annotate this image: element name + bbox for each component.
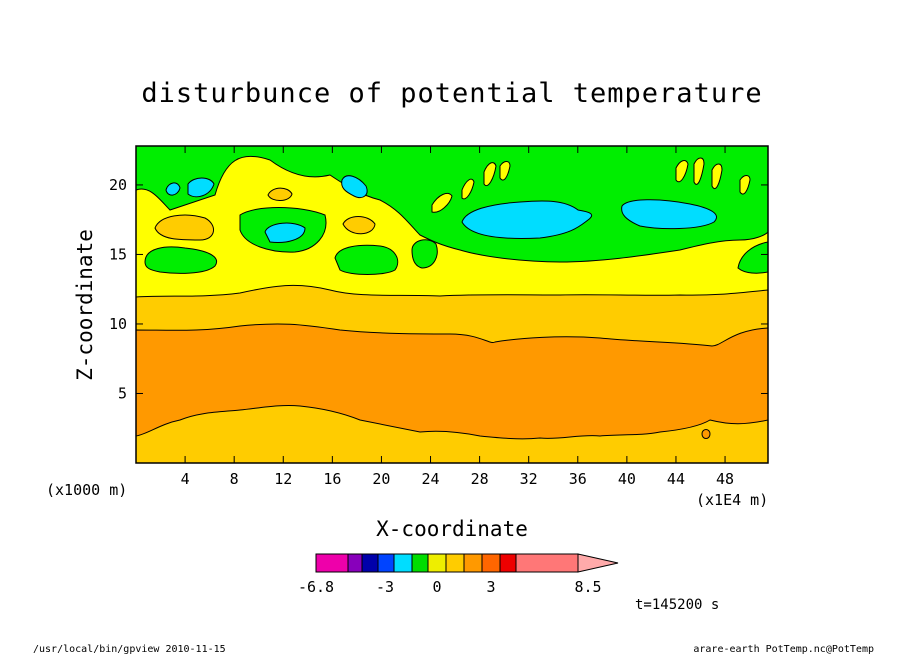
colorbar-label: -6.8 [298, 578, 334, 596]
x-tick-label: 40 [618, 470, 636, 488]
colorbar-cell [411, 553, 429, 573]
region-yellow-finger [675, 160, 689, 183]
region-yellow-finger [461, 178, 475, 200]
chart-title: disturbunce of potential temperature [141, 78, 762, 109]
colorbar-cell [361, 553, 379, 573]
x-tick-label: 20 [372, 470, 390, 488]
region-yellow-finger [483, 162, 497, 186]
x-tick-label: 24 [421, 470, 439, 488]
colorbar-cell [515, 553, 579, 573]
x-tick-label: 16 [323, 470, 341, 488]
y-tick-label: 10 [109, 315, 127, 333]
x-tick-label: 36 [569, 470, 587, 488]
region-cyan-blob [461, 200, 593, 239]
region-green-blob [737, 241, 768, 274]
region-orange-band-main [136, 323, 768, 440]
x-tick-label: 4 [181, 470, 190, 488]
colorbar-cell [347, 553, 363, 573]
region-orange-spot [701, 429, 711, 439]
region-green-blob [144, 246, 218, 274]
region-green-blob [334, 244, 399, 275]
colorbar-cell [315, 553, 349, 573]
footer-left: /usr/local/bin/gpview 2010-11-15 [33, 644, 226, 654]
region-orange-blob [154, 214, 214, 241]
y-tick-label: 20 [109, 176, 127, 194]
colorbar-cell [463, 553, 483, 573]
region-orange-blob [342, 216, 376, 235]
region-yellow-finger [739, 175, 751, 195]
region-cyan-blob [341, 175, 368, 199]
x-tick-label: 44 [667, 470, 685, 488]
region-cyan-blob [621, 199, 717, 230]
region-yellow-finger [711, 163, 723, 190]
colorbar-cell [377, 553, 395, 573]
region-cyan-blob [165, 182, 181, 196]
contour-field [136, 146, 768, 463]
x-tick-label: 8 [230, 470, 239, 488]
x-axis-label: X-coordinate [376, 517, 528, 541]
region-yellow-finger [499, 161, 511, 181]
colorbar-cell [481, 553, 501, 573]
region-cyan-blob [187, 177, 215, 198]
colorbar-cell [445, 553, 465, 573]
x-axis-unit: (x1E4 m) [696, 491, 768, 509]
colorbar-labels: -6.8 -3 0 3 8.5 [298, 578, 602, 596]
y-axis-label: Z-coordinate [73, 229, 97, 381]
colorbar-arrow [577, 553, 619, 573]
region-yellow-finger [693, 157, 705, 185]
region-cyan-blob [264, 222, 306, 243]
y-tick-label: 5 [118, 384, 127, 402]
colorbar-cell [393, 553, 413, 573]
colorbar-cell [427, 553, 447, 573]
x-axis-ticks: 4 8 12 16 20 24 28 32 36 40 44 48 [181, 146, 734, 488]
colorbar [315, 553, 619, 573]
region-green-blob [411, 239, 438, 269]
colorbar-label: 3 [486, 578, 495, 596]
time-label: t=145200 s [635, 597, 719, 613]
x-tick-label: 12 [274, 470, 292, 488]
y-tick-label: 15 [109, 245, 127, 263]
y-axis-ticks: 5 10 15 20 [109, 176, 768, 402]
colorbar-label: -3 [376, 578, 394, 596]
region-orange-blob [267, 187, 293, 201]
x-tick-label: 48 [716, 470, 734, 488]
x-tick-label: 28 [471, 470, 489, 488]
plot-frame [135, 145, 769, 464]
colorbar-label: 8.5 [574, 578, 601, 596]
colorbar-cell [499, 553, 517, 573]
footer-right: arare-earth_PotTemp.nc@PotTemp [693, 644, 874, 654]
x-tick-label: 32 [520, 470, 538, 488]
region-yellow-finger [431, 192, 453, 213]
y-axis-unit: (x1000 m) [46, 481, 127, 499]
colorbar-label: 0 [432, 578, 441, 596]
